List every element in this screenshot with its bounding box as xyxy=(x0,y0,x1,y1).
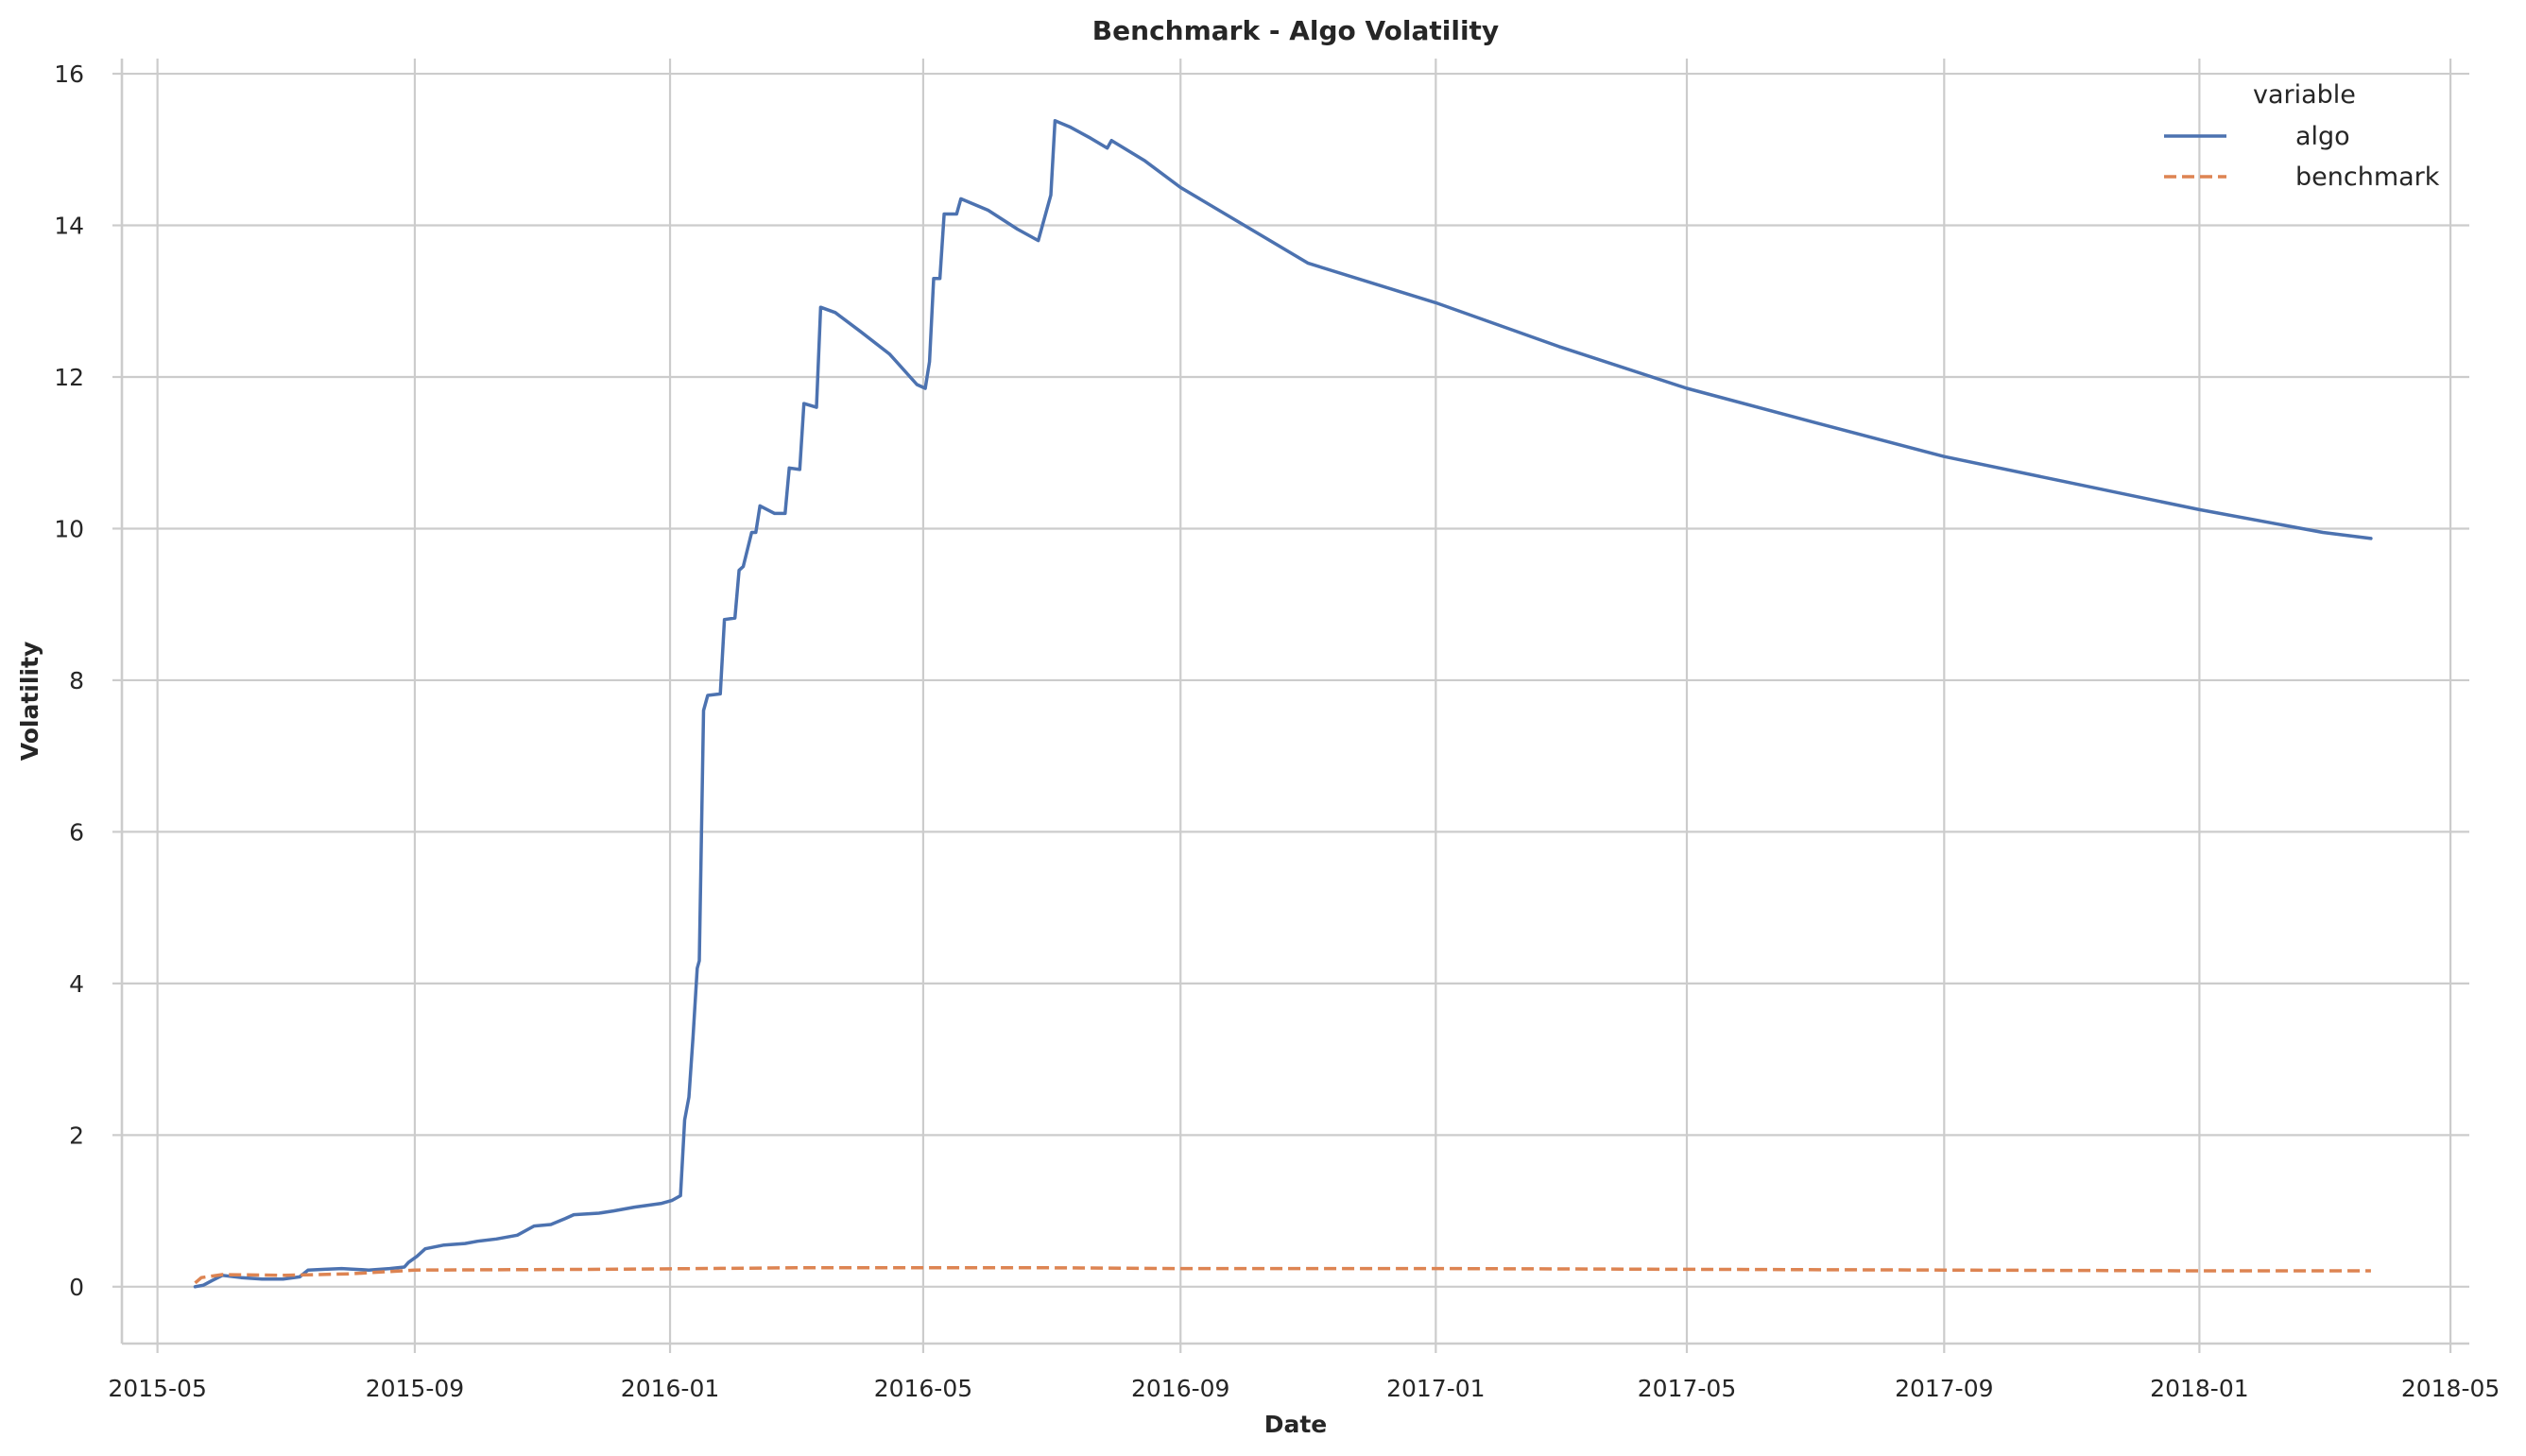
series-lines xyxy=(193,119,2373,1289)
y-tick-label: 14 xyxy=(54,213,84,240)
x-tick-label: 2015-09 xyxy=(366,1375,464,1402)
y-tick-label: 12 xyxy=(54,364,84,391)
axes-spines xyxy=(120,59,2469,1345)
series-line-benchmark xyxy=(194,1266,2371,1285)
y-tick-label: 0 xyxy=(69,1274,84,1301)
legend-label-algo: algo xyxy=(2295,122,2350,151)
series-line-algo xyxy=(193,119,2373,1289)
chart-title: Benchmark - Algo Volatility xyxy=(1092,15,1499,46)
x-axis-label: Date xyxy=(1264,1411,1328,1438)
x-tick-label: 2018-01 xyxy=(2150,1375,2248,1402)
legend: variable algo benchmark xyxy=(2164,80,2440,192)
y-axis-ticks: 0 2 4 6 8 10 12 14 16 xyxy=(54,60,122,1301)
grid-lines xyxy=(122,59,2469,1344)
legend-title: variable xyxy=(2253,80,2356,110)
legend-label-benchmark: benchmark xyxy=(2295,163,2440,192)
y-tick-label: 6 xyxy=(69,818,84,846)
x-tick-label: 2018-05 xyxy=(2401,1375,2500,1402)
x-tick-label: 2017-01 xyxy=(1386,1375,1485,1402)
x-tick-label: 2017-09 xyxy=(1895,1375,1993,1402)
x-tick-label: 2017-05 xyxy=(1638,1375,1736,1402)
y-tick-label: 4 xyxy=(69,970,84,998)
x-axis-ticks: 2015-05 2015-09 2016-01 2016-05 2016-09 2017-… xyxy=(108,1344,2500,1402)
y-tick-label: 16 xyxy=(54,60,84,88)
x-tick-label: 2016-05 xyxy=(874,1375,972,1402)
y-tick-label: 10 xyxy=(54,515,84,542)
x-tick-label: 2016-09 xyxy=(1131,1375,1229,1402)
x-tick-label: 2015-05 xyxy=(108,1375,206,1402)
y-tick-label: 2 xyxy=(69,1122,84,1149)
y-axis-label: Volatility xyxy=(16,642,43,762)
y-tick-label: 8 xyxy=(69,667,84,694)
x-tick-label: 2016-01 xyxy=(621,1375,719,1402)
